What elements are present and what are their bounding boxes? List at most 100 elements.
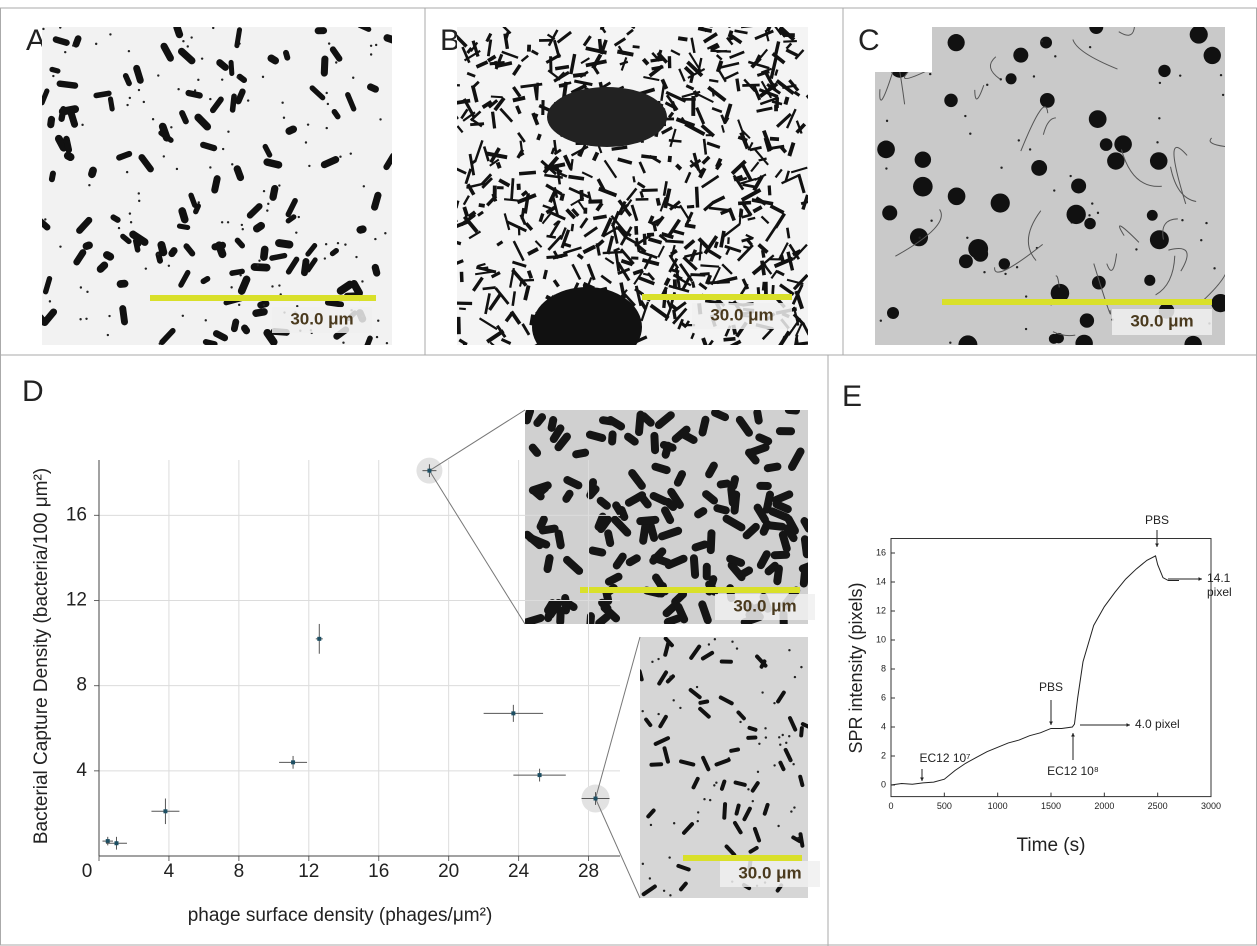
fiber	[536, 133, 542, 141]
cell	[735, 415, 753, 437]
fiber	[620, 57, 628, 71]
arrow-head	[1126, 723, 1130, 727]
cell	[236, 73, 248, 84]
fiber	[581, 171, 593, 179]
panel-label: D	[22, 375, 44, 408]
dot	[126, 103, 129, 107]
cell	[356, 225, 367, 234]
dot	[379, 118, 382, 121]
cell	[110, 214, 121, 223]
cell	[778, 760, 786, 772]
dot	[1000, 166, 1003, 169]
dot	[756, 770, 760, 774]
dot	[374, 237, 377, 241]
callout-line	[429, 470, 526, 625]
fiber	[735, 78, 741, 92]
arrow-head	[1198, 577, 1202, 581]
fiber	[517, 132, 526, 143]
y-tick-label: 4	[881, 721, 886, 731]
fiber	[684, 122, 706, 136]
fiber	[466, 182, 486, 189]
fiber	[675, 117, 696, 128]
dot	[204, 319, 207, 322]
fiber	[462, 215, 479, 234]
fiber	[604, 257, 615, 265]
micrograph	[875, 27, 1225, 345]
dot	[793, 806, 796, 809]
cell	[756, 481, 772, 491]
dot	[369, 53, 373, 56]
fiber	[706, 141, 721, 149]
cell	[756, 550, 771, 570]
cell	[733, 780, 747, 787]
cell	[1066, 204, 1086, 225]
dot	[209, 97, 212, 101]
cell	[554, 529, 565, 550]
fiber	[659, 196, 667, 212]
x-axis-label: phage surface density (phages/μm²)	[188, 905, 493, 926]
cell	[331, 109, 341, 120]
fiber	[655, 197, 661, 206]
y-tick-label: 2	[881, 750, 886, 760]
fiber	[742, 183, 755, 189]
dot	[281, 101, 284, 104]
dot	[1017, 139, 1021, 142]
cell	[116, 150, 133, 161]
fiber	[727, 30, 734, 38]
dot	[885, 119, 889, 123]
fiber	[1028, 210, 1042, 261]
fiber	[466, 46, 473, 55]
fiber	[504, 198, 521, 202]
arrow-head	[1049, 721, 1053, 725]
fiber	[647, 237, 663, 245]
fiber	[482, 286, 496, 291]
callout-line	[595, 636, 641, 799]
fiber	[632, 268, 644, 276]
x-tick-label: 16	[368, 861, 389, 882]
fiber	[552, 39, 561, 59]
cell	[722, 802, 728, 820]
cell	[600, 603, 621, 623]
dot	[1040, 40, 1044, 43]
fiber	[571, 263, 582, 281]
dot	[707, 643, 711, 646]
fiber	[551, 196, 560, 216]
cell	[345, 92, 357, 112]
dot	[220, 78, 224, 81]
cell	[1099, 138, 1113, 151]
dot	[713, 784, 716, 787]
cell	[657, 670, 669, 686]
cell	[742, 522, 760, 540]
fiber	[520, 54, 529, 63]
fiber	[703, 200, 715, 212]
dot	[1158, 81, 1162, 85]
fiber	[668, 257, 679, 273]
fiber	[741, 278, 750, 290]
fiber	[552, 279, 560, 288]
dot	[193, 89, 197, 92]
fiber	[486, 329, 505, 344]
dot	[773, 701, 776, 705]
dot	[1053, 189, 1056, 192]
dot	[271, 285, 274, 288]
dot	[747, 788, 750, 791]
cell	[625, 554, 641, 567]
x-tick-label: 24	[508, 861, 530, 882]
dot	[156, 253, 160, 256]
x-tick-label: 0	[888, 801, 893, 811]
dot	[127, 49, 131, 53]
cell	[63, 135, 73, 154]
cell	[120, 233, 132, 245]
fiber	[511, 291, 517, 307]
dot	[672, 699, 675, 702]
cell	[563, 476, 583, 490]
fiber	[720, 114, 727, 125]
fiber	[761, 281, 766, 291]
cell	[133, 64, 144, 84]
dot	[1088, 45, 1092, 49]
fiber	[515, 105, 522, 115]
dot	[175, 167, 179, 171]
cell	[103, 251, 115, 261]
cell	[525, 614, 545, 624]
